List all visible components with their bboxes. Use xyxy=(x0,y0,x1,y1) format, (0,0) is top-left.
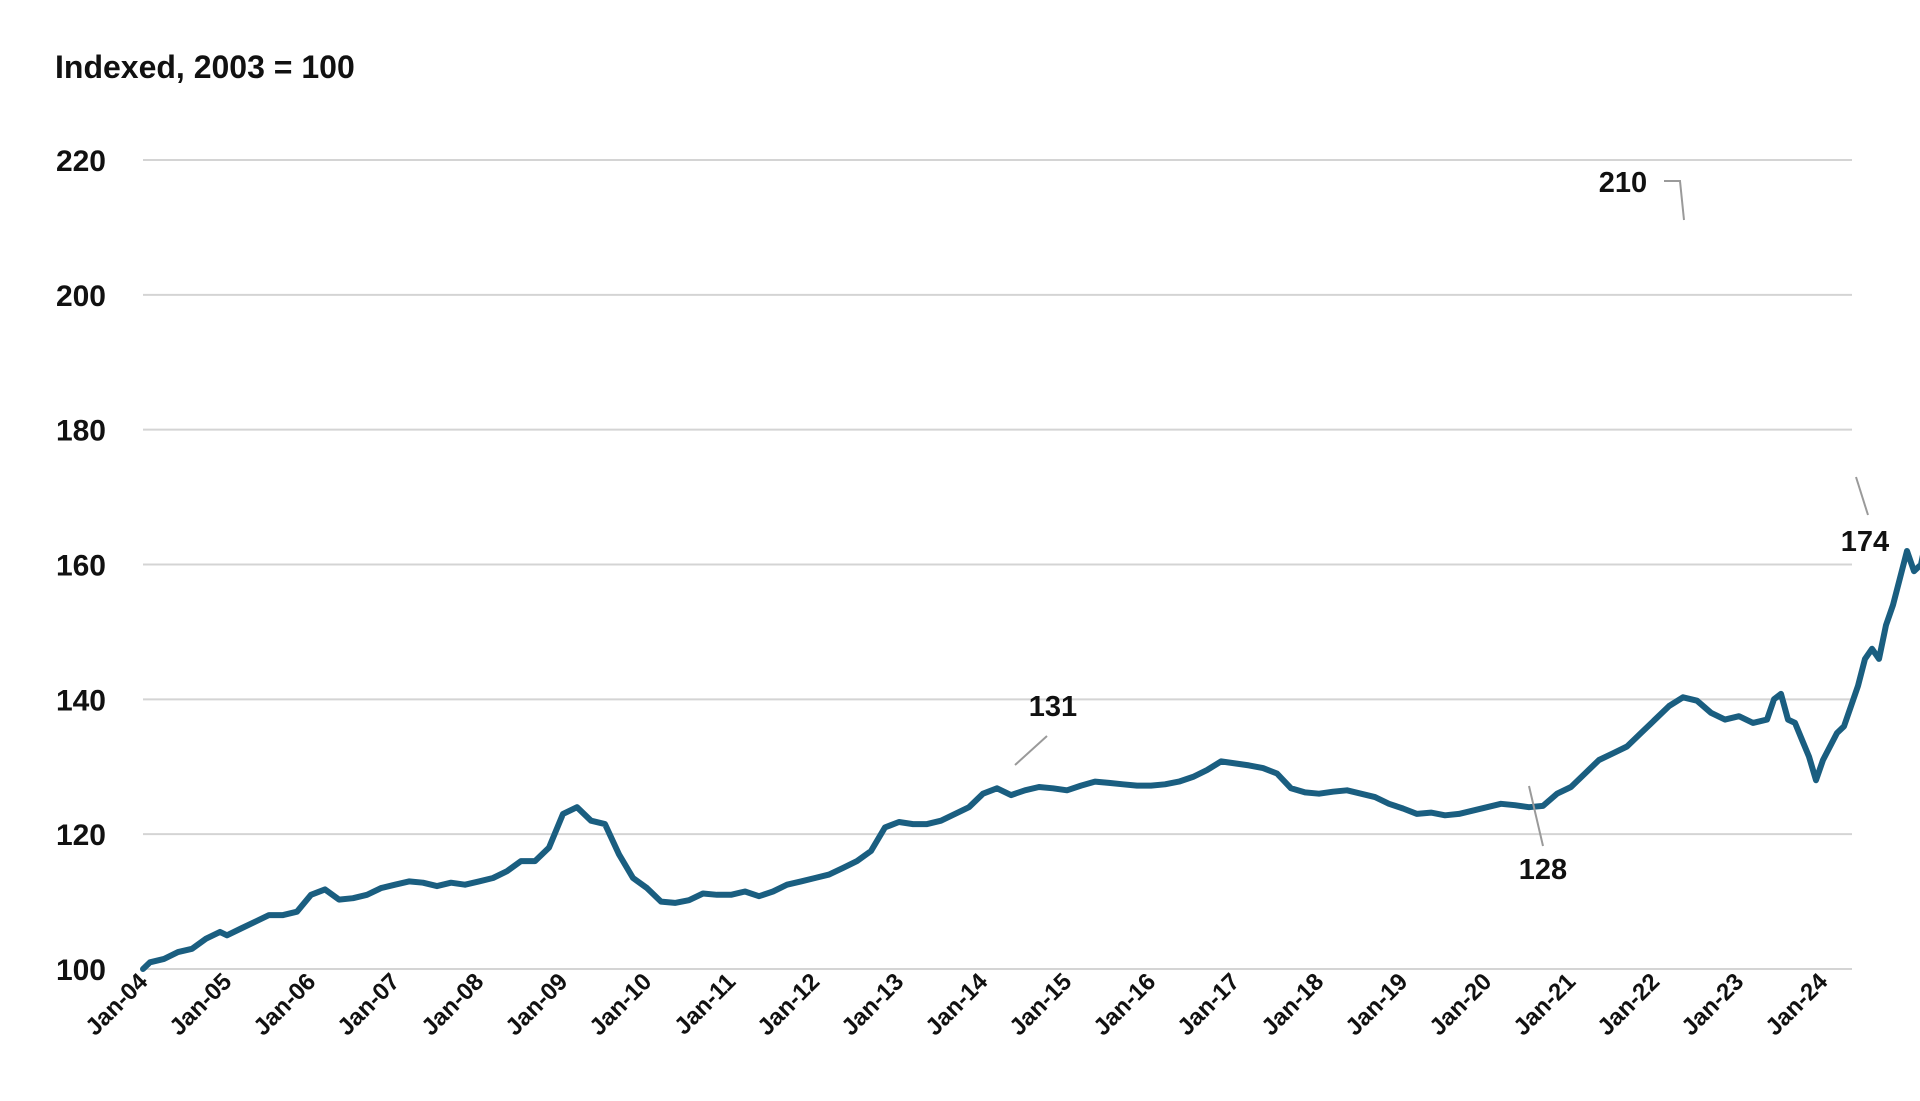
x-tick-label: Jan-22 xyxy=(1592,968,1665,1041)
x-tick-label: Jan-19 xyxy=(1340,968,1413,1041)
y-axis-ticks: 100 120 140 160 180 200 220 xyxy=(56,145,106,987)
plot-area xyxy=(140,548,1920,972)
y-tick-label: 140 xyxy=(56,684,106,717)
annotation-leader xyxy=(1664,180,1685,221)
series-line xyxy=(140,548,1920,972)
x-axis-ticks: Jan-04 Jan-05 Jan-06 Jan-07 Jan-08 Jan-09 Jan-… xyxy=(80,968,1833,1041)
x-tick-label: Jan-13 xyxy=(836,968,909,1041)
x-tick-label: Jan-21 xyxy=(1508,968,1581,1041)
gridlines xyxy=(143,159,1852,970)
chart-subtitle: Indexed, 2003 = 100 xyxy=(55,49,355,85)
x-tick-label: Jan-17 xyxy=(1172,968,1245,1041)
x-tick-label: Jan-07 xyxy=(332,968,405,1041)
x-tick-label: Jan-10 xyxy=(584,968,657,1041)
x-tick-label: Jan-09 xyxy=(500,968,573,1041)
y-tick-label: 100 xyxy=(56,954,106,987)
annotation-leader xyxy=(1528,785,1544,847)
annotation-label: 174 xyxy=(1841,526,1889,558)
x-tick-label: Jan-14 xyxy=(920,968,993,1041)
annotation-label: 128 xyxy=(1519,854,1567,886)
y-tick-label: 220 xyxy=(56,145,106,178)
annotation-leader xyxy=(1014,735,1048,766)
annotation-leader xyxy=(1855,476,1869,516)
x-tick-label: Jan-24 xyxy=(1760,968,1833,1041)
x-tick-label: Jan-12 xyxy=(752,968,825,1041)
x-tick-label: Jan-18 xyxy=(1256,968,1329,1041)
x-tick-label: Jan-06 xyxy=(248,968,321,1041)
x-tick-label: Jan-11 xyxy=(669,968,741,1040)
x-tick-label: Jan-15 xyxy=(1004,968,1077,1041)
x-tick-label: Jan-20 xyxy=(1424,968,1497,1041)
y-tick-label: 160 xyxy=(56,550,106,583)
annotation-label: 210 xyxy=(1599,167,1647,199)
x-tick-label: Jan-23 xyxy=(1676,968,1749,1041)
y-tick-label: 180 xyxy=(56,415,106,448)
x-tick-label: Jan-05 xyxy=(164,968,237,1041)
y-tick-label: 200 xyxy=(56,280,106,313)
annotation-label: 131 xyxy=(1029,691,1077,723)
x-tick-label: Jan-16 xyxy=(1088,968,1161,1041)
y-tick-label: 120 xyxy=(56,819,106,852)
x-tick-label: Jan-08 xyxy=(416,968,489,1041)
annotations: 131 128 210 174 xyxy=(1014,167,1889,886)
